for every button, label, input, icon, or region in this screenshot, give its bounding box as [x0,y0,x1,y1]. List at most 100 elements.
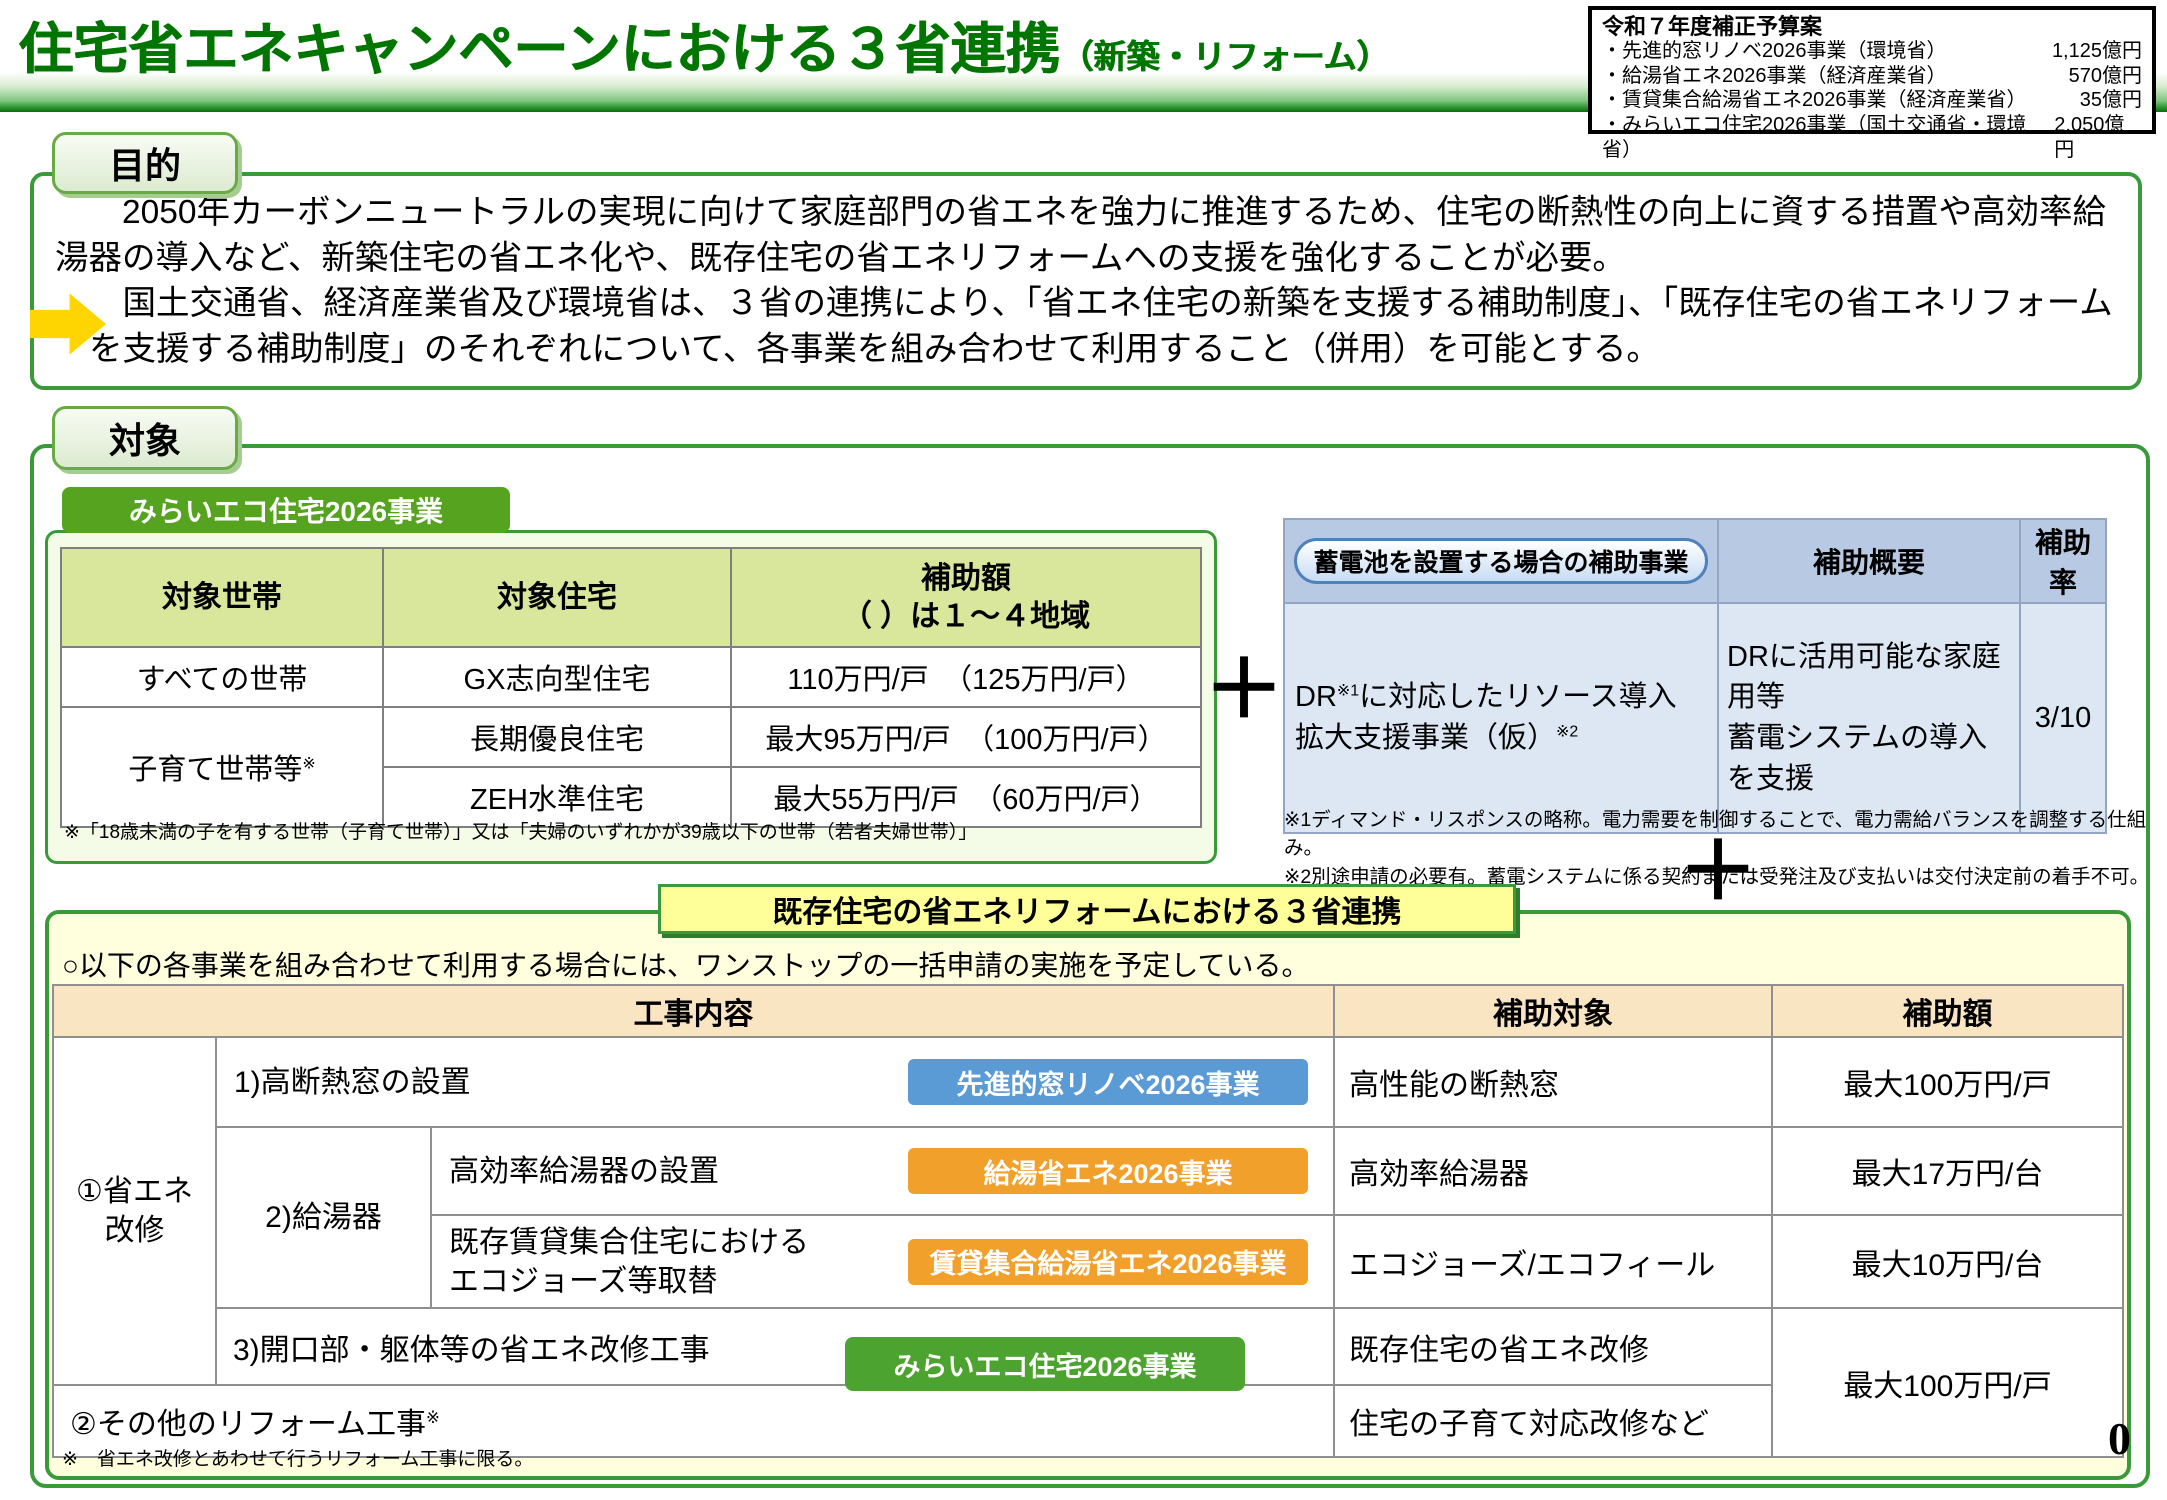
budget-box: 令和７年度補正予算案 ・先進的窓リノベ2026事業（環境省） 1,125億円 ・… [1588,6,2156,161]
footnote-marker: ※ [426,1409,440,1427]
cell-subsidy-amount: 最大10万円/台 [1771,1214,2125,1309]
cell-house: GX志向型住宅 [382,646,732,708]
budget-item-label: ・みらいエコ住宅2026事業（国土交通省・環境省） [1602,114,2027,161]
table-row: 既存賃貸集合住宅における エコジョーズ等取替 賃貸集合給湯省エネ2026事業 エ… [53,1214,2125,1309]
cell-group-water-heater: 2)給湯器 [215,1126,432,1309]
table-row: ①省エネ 改修 1)高断熱窓の設置 先進的窓リノベ2026事業 高性能の断熱窓 … [52,1036,2125,1386]
overview-line: DRに活用可能な家庭用等 [1727,640,2001,714]
col-header-household: 対象世帯 [60,547,384,648]
col-header-target: 補助対象 [1333,984,1774,1038]
budget-item: ・賃貸集合給湯省エネ2026事業（経済産業省） 35億円 [1602,88,2142,113]
table-row: 子育て世帯等※ 長期優良住宅 最大95万円/戸 （100万円/戸） [60,706,1202,828]
footnote-marker: ※ [302,755,316,773]
col-header-amount: 補助額 （ ）は１～４地域 [730,547,1202,648]
reform-section-banner: 既存住宅の省エネリフォームにおける３省連携 [658,884,1516,934]
cell-subsidy-target: 高性能の断熱窓 [1333,1036,1774,1128]
program-badge-mirai-eco: みらいエコ住宅2026事業 [845,1337,1245,1391]
plus-sign: ＋ [1204,645,1284,734]
footnote-marker: ※2 [1556,723,1579,741]
cell-work: 既存賃貸集合住宅における エコジョーズ等取替 賃貸集合給湯省エネ2026事業 [429,1214,1336,1309]
budget-item-label: ・先進的窓リノベ2026事業（環境省） [1602,40,1947,63]
budget-item-amount: 570億円 [2068,64,2142,87]
purpose-section-box [30,172,2142,390]
reform-work-table: 工事内容 補助対象 補助額 ①省エネ 改修 1)高断熱窓の設置 先進的窓リノベ2… [51,984,2125,1458]
table-row: DR※1に対応したリソース導入 拡大支援事業（仮）※2 DRに活用可能な家庭用等… [1283,602,2107,834]
reform-intro-text: ○以下の各事業を組み合わせて利用する場合には、ワンストップの一括申請の実施を予定… [62,950,1310,981]
cell-rate: 3/10 [2019,602,2107,834]
mirai-subsidy-table: 対象世帯 対象住宅 補助額 （ ）は１～４地域 すべての世帯 GX志向型住宅 1… [60,547,1202,828]
program-badge-rental-water-heater: 賃貸集合給湯省エネ2026事業 [908,1238,1309,1285]
reform-table-footnote: ※ 省エネ改修とあわせて行うリフォーム工事に限る。 [62,1449,534,1470]
cell-house: ZEH水準住宅 [382,766,732,828]
budget-item: ・先進的窓リノベ2026事業（環境省） 1,125億円 [1602,39,2142,64]
table-row: ZEH水準住宅 最大55万円/戸 （60万円/戸） [61,766,1202,828]
work-text: ②その他のリフォーム工事 [70,1408,426,1441]
budget-item-label: ・給湯省エネ2026事業（経済産業省） [1602,64,1947,87]
battery-footnote-2: ※2別途申請の必要有。蓄電システムに係る契約または受発注及び支払いは交付決定前の… [1284,865,2150,888]
battery-pill-label: 蓄電池を設置する場合の補助事業 [1294,538,1708,584]
budget-box-title: 令和７年度補正予算案 [1602,14,1823,39]
program-name-part: DR [1295,681,1337,714]
col-header-battery-program: 蓄電池を設置する場合の補助事業 [1283,518,1719,604]
cell-group-energy-renovation: ①省エネ 改修 [52,1036,217,1386]
overview-line: 蓄電システムの導入を支援 [1727,722,1988,795]
cell-household: すべての世帯 [60,646,384,708]
program-name-part: 拡大支援事業（仮） [1295,722,1557,754]
target-section-label: 対象 [52,406,238,470]
col-header-rate: 補助率 [2019,518,2107,604]
page-title: 住宅省エネキャンペーンにおける３省連携（新築・リフォーム） [18,4,1389,84]
cell-amount: 最大55万円/戸 （60万円/戸） [730,766,1202,828]
mirai-table-footnote: ※「18歳未満の子を有する世帯（子育て世帯）」又は「夫婦のいずれかが39歳以下の… [64,822,978,843]
table-header-row: 工事内容 補助対象 補助額 [51,984,2125,1038]
cell-subsidy-target: 高効率給湯器 [1333,1126,1774,1216]
page-title-main: 住宅省エネキャンペーンにおける３省連携 [18,18,1061,80]
budget-item-label: ・賃貸集合給湯省エネ2026事業（経済産業省） [1602,89,2027,112]
cell-amount: 最大95万円/戸 （100万円/戸） [730,706,1202,768]
cell-subsidy-amount: 最大17万円/台 [1771,1126,2125,1216]
cell-house: 長期優良住宅 [382,706,732,768]
budget-item-amount: 35億円 [2079,89,2142,112]
program-badge-window-renovation: 先進的窓リノベ2026事業 [908,1059,1309,1105]
work-text: 既存賃貸集合住宅における エコジョーズ等取替 [449,1223,809,1301]
cell-overview: DRに活用可能な家庭用等 蓄電システムの導入を支援 [1717,602,2021,834]
battery-table-footnotes: ※1ディマンド・リスポンスの略称。電力需要を制御することで、電力需給バランスを調… [1284,806,2167,891]
work-text-line: 既存賃貸集合住宅における [449,1225,809,1259]
program-name-part: に対応したリソース導入 [1359,681,1677,714]
col-header-house: 対象住宅 [382,547,732,648]
purpose-text: 2050年カーボンニュートラルの実現に向けて家庭部門の省エネを強力に推進するため… [55,190,2121,372]
group-label-line: ①省エネ [76,1175,193,1208]
group-label-line: 改修 [104,1214,165,1247]
cell-amount: 110万円/戸 （125万円/戸） [730,646,1202,708]
plus-sign: ＋ [1678,827,1758,916]
budget-item-amount: 1,125億円 [2051,40,2142,63]
cell-subsidy-target: エコジョーズ/エコフィール [1333,1214,1774,1309]
purpose-section-label: 目的 [52,132,238,194]
table-row: すべての世帯 GX志向型住宅 110万円/戸 （125万円/戸） [60,646,1202,708]
col-header-amount-line1: 補助額 [921,562,1011,595]
program-badge-water-heater: 給湯省エネ2026事業 [908,1148,1309,1194]
table-row: ②その他のリフォーム工事※ 住宅の子育て対応改修など [51,1384,2123,1458]
cell-work: 高効率給湯器の設置 給湯省エネ2026事業 [429,1126,1336,1216]
col-header-amount-line2: （ ）は１～４地域 [841,599,1091,633]
page-title-suffix: （新築・リフォーム） [1060,38,1390,75]
battery-footnote-1: ※1ディマンド・リスポンスの略称。電力需要を制御することで、電力需給バランスを調… [1284,809,2147,860]
cell-work: ②その他のリフォーム工事※ [51,1384,1336,1458]
purpose-paragraph-1: 2050年カーボンニュートラルの実現に向けて家庭部門の省エネを強力に推進するため… [55,194,2107,277]
purpose-paragraph-2: 国土交通省、経済産業省及び環境省は、３省の連携により、「省エネ住宅の新築を支援す… [89,285,2113,368]
col-header-amount: 補助額 [1771,984,2125,1038]
table-row: 2)給湯器 高効率給湯器の設置 給湯省エネ2026事業 高効率給湯器 最大17万… [53,1126,2125,1309]
cell-household: 子育て世帯等※ [60,706,384,828]
table-header-row: 対象世帯 対象住宅 補助額 （ ）は１～４地域 [60,547,1202,648]
table-header-row: 蓄電池を設置する場合の補助事業 補助概要 補助率 [1283,518,2107,604]
mirai-eco-program-tag: みらいエコ住宅2026事業 [62,487,510,533]
cell-subsidy-amount: 最大100万円/戸 [1771,1307,2125,1458]
page-number: 0 [2108,1413,2131,1464]
cell-subsidy-target: 既存住宅の省エネ改修 [1333,1307,1774,1386]
cell-subsidy-amount: 最大100万円/戸 [1771,1036,2125,1128]
col-header-work: 工事内容 [51,984,1336,1038]
work-text-line: エコジョーズ等取替 [449,1264,718,1298]
col-header-overview: 補助概要 [1717,518,2021,604]
footnote-marker: ※1 [1336,682,1360,700]
cell-work: 1)高断熱窓の設置 先進的窓リノベ2026事業 [214,1036,1336,1128]
